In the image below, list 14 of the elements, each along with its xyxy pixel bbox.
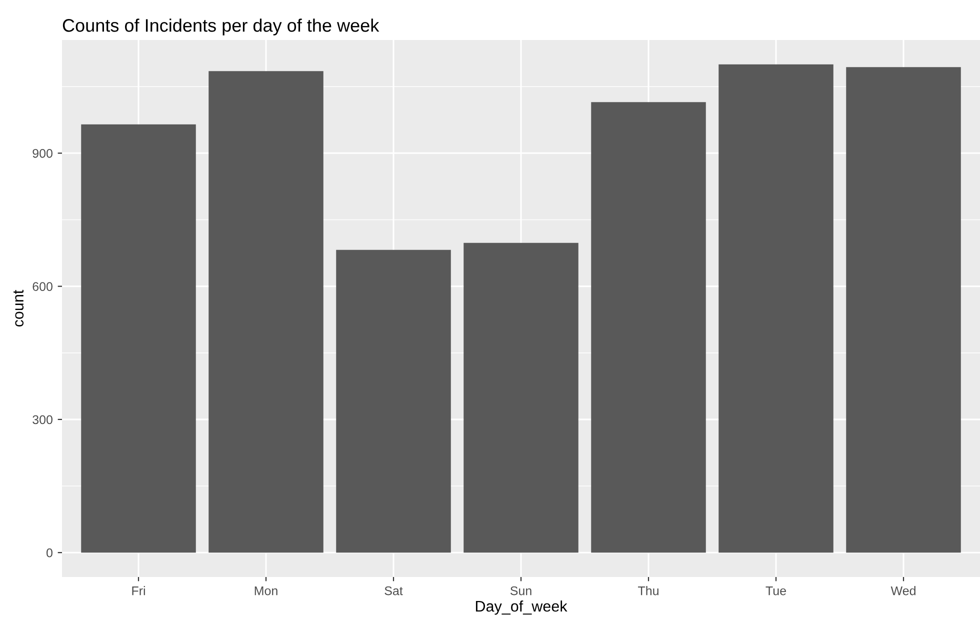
- x-tick-label: Fri: [132, 586, 145, 596]
- chart-title: Counts of Incidents per day of the week: [62, 18, 380, 36]
- x-tick-label: Mon: [254, 586, 278, 596]
- y-tick-label: 300: [32, 415, 52, 424]
- x-tick-label: Sat: [384, 586, 403, 596]
- x-tick-label: Wed: [890, 586, 916, 596]
- x-tick-label: Sun: [510, 586, 532, 596]
- x-axis-title: Day_of_week: [476, 600, 568, 615]
- x-tick-label: Thu: [638, 586, 658, 596]
- y-axis-title: count: [14, 290, 24, 327]
- y-tick-label: 600: [32, 282, 52, 291]
- y-tick-label: 0: [46, 548, 52, 558]
- y-tick-label: 900: [32, 148, 52, 158]
- x-tick-label: Tue: [766, 586, 786, 596]
